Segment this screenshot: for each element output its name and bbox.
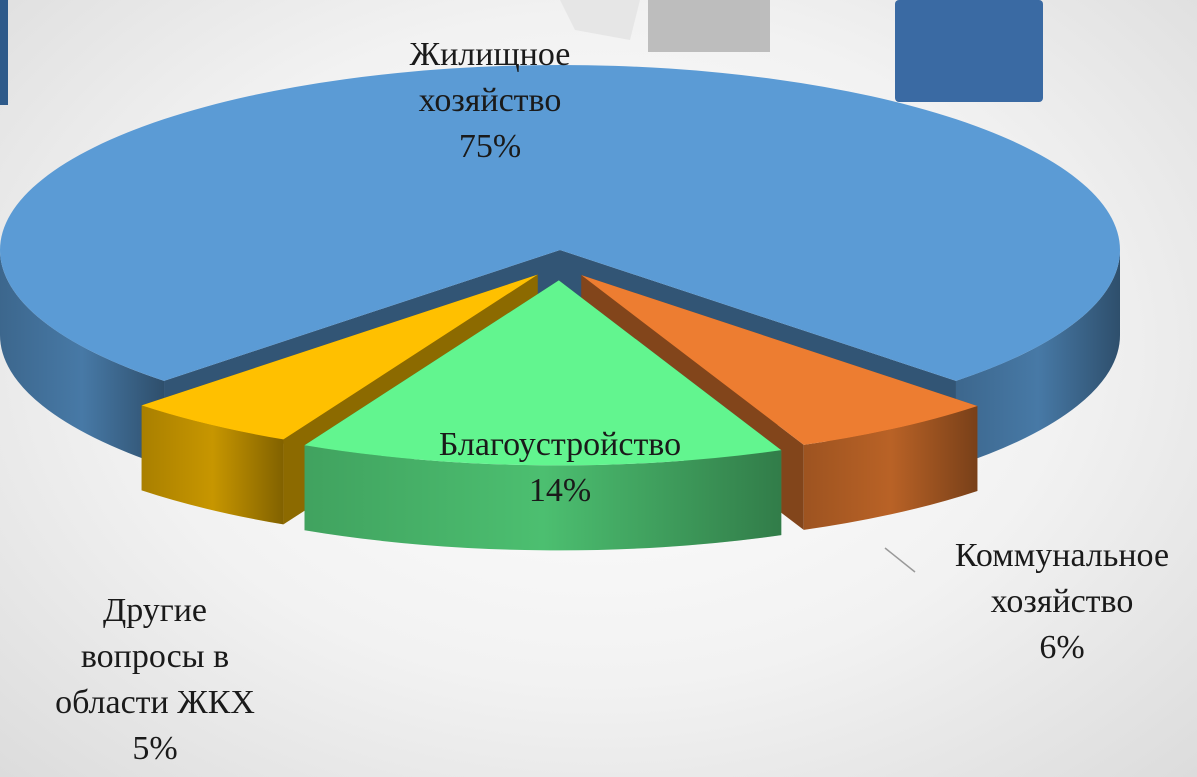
slice xyxy=(304,280,782,466)
decor-hand xyxy=(560,0,640,40)
slice xyxy=(0,64,1121,381)
value-label: 6% xyxy=(1039,629,1085,666)
slice-label: Коммунальное хозяйство 6% xyxy=(955,533,1169,671)
slice-side-shade xyxy=(304,445,782,551)
category-label: Другие вопросы в области ЖКХ xyxy=(55,592,255,721)
value-label: 5% xyxy=(132,730,178,767)
leader-line xyxy=(884,547,916,573)
slice-label: Жилищное хозяйство 75% xyxy=(410,32,571,170)
slice-side-shade xyxy=(803,405,978,530)
decor-block xyxy=(895,0,1043,102)
decor-strip xyxy=(0,0,8,105)
category-label: Коммунальное хозяйство xyxy=(954,537,1170,620)
category-label: Жилищное хозяйство xyxy=(409,36,571,119)
slice-side-shade xyxy=(955,250,1120,466)
value-label: 14% xyxy=(528,472,592,509)
slice-side-shade xyxy=(0,250,165,466)
value-label: 75% xyxy=(458,128,522,165)
category-label: Благоустройство xyxy=(438,426,682,463)
slice-side-shade xyxy=(141,405,284,525)
slice-label: Другие вопросы в области ЖКХ 5% xyxy=(55,588,255,772)
slice xyxy=(141,274,538,440)
slice-label: Благоустройство 14% xyxy=(439,422,681,514)
decor-paper xyxy=(648,0,770,52)
slice xyxy=(581,275,978,445)
